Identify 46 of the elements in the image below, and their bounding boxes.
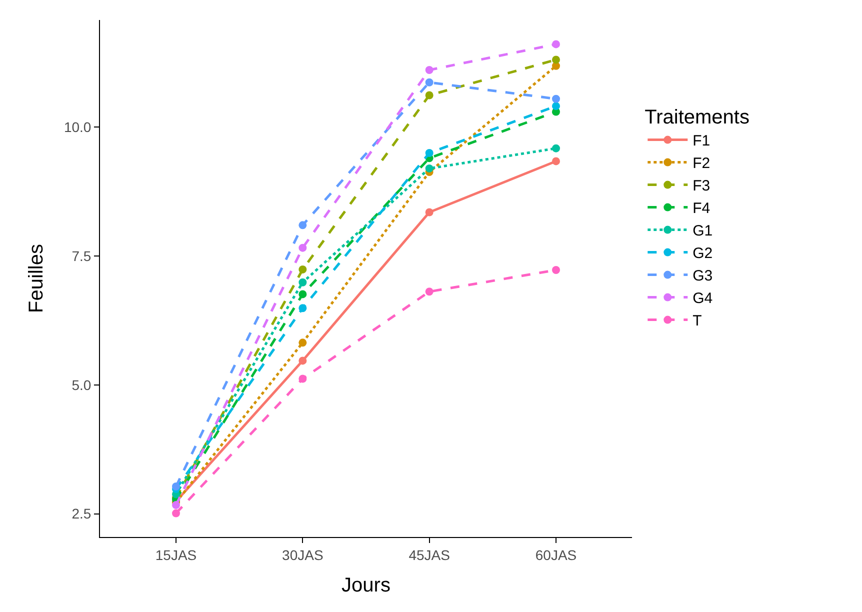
point [172, 482, 180, 490]
point [552, 157, 560, 166]
point [425, 78, 434, 86]
point [552, 266, 560, 274]
y-tick-label: 5.0 [72, 376, 92, 393]
y-tick-label: 10.0 [64, 119, 92, 136]
point [425, 164, 434, 172]
x-tick-label: 15JAS [155, 546, 197, 563]
point [552, 56, 560, 64]
point [298, 265, 307, 274]
point [298, 244, 307, 252]
point [425, 288, 434, 296]
point [552, 94, 560, 103]
point [172, 501, 180, 510]
point [552, 40, 560, 48]
x-tick-label: 45JAS [408, 546, 450, 563]
point [298, 278, 307, 286]
y-axis-title: Feuilles [25, 244, 48, 313]
point [425, 148, 434, 157]
legend-label: F2 [692, 155, 710, 172]
legend-label: G3 [692, 268, 713, 285]
point [298, 221, 307, 230]
legend-label: T [692, 312, 702, 330]
point [298, 338, 307, 347]
point [298, 374, 307, 383]
legend-title: Traitements [644, 106, 750, 129]
legend-label: F3 [692, 178, 710, 195]
point [298, 356, 307, 365]
legend-label: F4 [692, 200, 710, 218]
legend-label: G1 [692, 222, 713, 240]
legend-label: G4 [692, 290, 713, 308]
point [298, 290, 307, 298]
point [425, 91, 434, 100]
point [552, 144, 560, 152]
x-tick-label: 30JAS [282, 546, 324, 563]
x-axis-title: Jours [342, 574, 390, 596]
point [425, 208, 434, 216]
point [298, 304, 307, 312]
legend-label: G2 [692, 245, 713, 262]
x-tick-label: 60JAS [535, 546, 577, 563]
legend-label: F1 [692, 132, 710, 150]
point [425, 66, 434, 74]
y-tick-label: 2.5 [72, 506, 92, 522]
y-tick-label: 7.5 [72, 248, 92, 264]
point [552, 102, 560, 110]
point [172, 509, 180, 518]
